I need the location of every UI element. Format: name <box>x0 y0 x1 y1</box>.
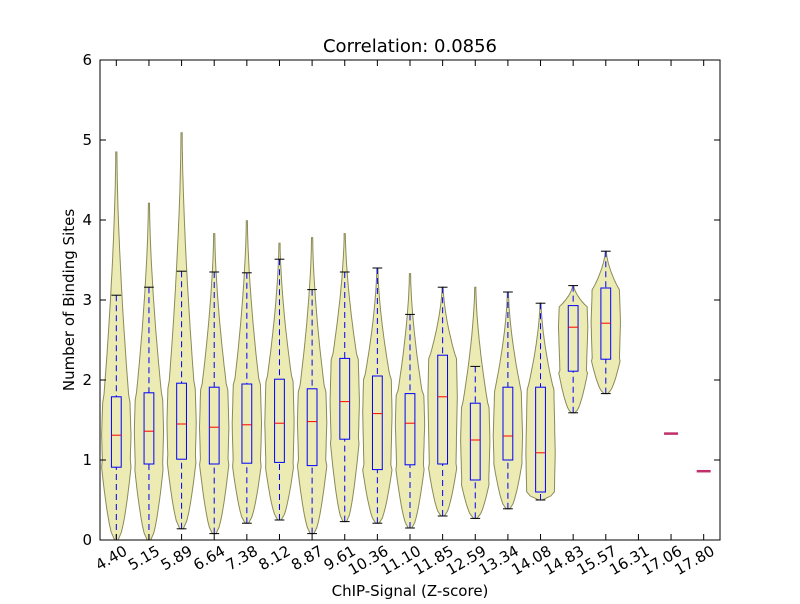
box <box>469 402 481 481</box>
plot-area <box>101 132 711 541</box>
violin <box>231 220 263 524</box>
chart-title: Correlation: 0.0856 <box>323 36 497 57</box>
y-tick-label: 3 <box>82 291 92 309</box>
violin <box>264 242 295 521</box>
y-tick-label: 1 <box>82 451 92 469</box>
box <box>502 386 514 461</box>
box <box>339 357 351 440</box>
x-axis-label: ChIP-Signal (Z-score) <box>332 582 489 600</box>
box <box>404 393 416 466</box>
y-tick-label: 0 <box>82 531 92 549</box>
box <box>110 396 122 468</box>
violin <box>558 285 589 414</box>
box <box>567 305 579 372</box>
y-tick-label: 6 <box>82 51 92 69</box>
y-tick-label: 2 <box>82 371 92 389</box>
box <box>274 378 285 463</box>
violin <box>166 132 197 530</box>
violin <box>329 233 360 523</box>
box <box>306 388 318 467</box>
box <box>143 392 155 465</box>
box <box>535 386 546 493</box>
box <box>241 383 253 464</box>
box <box>208 386 220 465</box>
box <box>176 382 187 460</box>
y-tick-label: 5 <box>82 131 92 149</box>
box <box>437 354 449 465</box>
y-tick-label: 4 <box>82 211 92 229</box>
violin <box>394 273 426 529</box>
y-axis-label: Number of Binding Sites <box>60 209 78 391</box>
box <box>371 375 383 471</box>
